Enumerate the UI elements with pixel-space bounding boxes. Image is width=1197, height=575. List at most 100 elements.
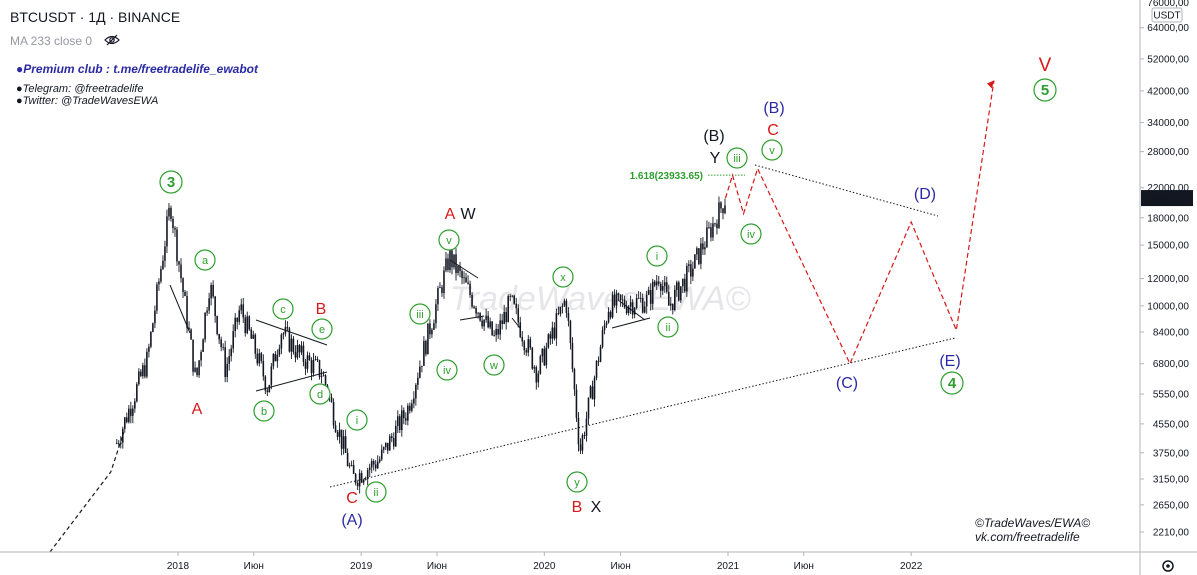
candle-body (348, 465, 351, 467)
candle-body (665, 282, 668, 292)
candle-body (340, 429, 343, 449)
candle-body (539, 356, 542, 374)
candle-body (405, 418, 407, 421)
candle-body (332, 402, 335, 426)
candle-body (272, 353, 275, 367)
candle-body (190, 329, 192, 340)
candle-body (119, 442, 122, 444)
candle-body (260, 353, 263, 361)
candle-body (186, 296, 188, 328)
wave-label-circle (311, 318, 333, 340)
candle-body (525, 350, 528, 353)
candle-body (527, 339, 530, 353)
candle-body (274, 353, 277, 362)
candle-body (411, 403, 413, 411)
candle-body (258, 353, 261, 364)
candle-body (136, 384, 138, 402)
candle-body (248, 316, 251, 330)
wave-label-green: a (202, 255, 209, 267)
candle-body (382, 447, 385, 450)
candle-body (595, 360, 598, 378)
candle-body (575, 389, 578, 418)
candle-body (621, 299, 624, 301)
candle-body (280, 334, 283, 349)
candle-body (204, 312, 206, 340)
symbol-title[interactable]: BTCUSDT · 1Д · BINANCE (10, 9, 181, 25)
price-tick-label: 5550,00 (1153, 390, 1190, 401)
wave-label-circle (194, 249, 216, 271)
candle-body (447, 258, 449, 270)
candle-body (649, 289, 652, 304)
wave-label-black: Y (710, 150, 721, 167)
pattern-line (255, 371, 328, 392)
candle-body (696, 248, 698, 255)
candle-body (246, 316, 249, 334)
time-axis[interactable]: 2018 Июн 2019 Июн 2020 Июн 2021 Июн 2022 (0, 551, 1197, 572)
candle-body (547, 334, 550, 348)
wave-label-circle (726, 147, 748, 169)
candle-body (511, 295, 514, 297)
price-axis[interactable]: 64000,00 52000,00 42000,00 34000,00 28000,00… (1139, 0, 1193, 575)
candle-body (350, 465, 353, 466)
candle-body (210, 284, 212, 299)
time-tick-label: 2020 (533, 561, 556, 572)
candle-body (117, 443, 120, 445)
wave-label-green: w (489, 360, 498, 372)
wave-label-red: B (316, 301, 327, 318)
candle-body (176, 229, 178, 262)
candle-body (419, 366, 421, 378)
candle-body (232, 331, 235, 349)
candle-body (121, 428, 124, 443)
candle-body (682, 278, 684, 287)
wave-label-green: ii (374, 487, 379, 499)
candle-body (184, 291, 186, 297)
candle-body (708, 227, 710, 229)
candle-body (358, 473, 361, 487)
candle-body (196, 367, 198, 376)
wave-label-green: v (769, 145, 775, 157)
candle-body (242, 304, 245, 318)
wave-label-blue: (E) (939, 353, 960, 370)
candle-body (417, 377, 419, 385)
settings-gear-icon[interactable] (1162, 560, 1174, 572)
price-tick-label: 42000,00 (1147, 86, 1189, 97)
wave-label-blue: (C) (836, 375, 858, 392)
candle-body (485, 315, 487, 320)
last-price-badge (1141, 190, 1193, 207)
wave-label-red: C (767, 122, 779, 139)
hide-eye-icon[interactable] (104, 33, 120, 47)
candle-body (597, 360, 600, 362)
candle-body (156, 284, 158, 311)
candle-body (651, 281, 654, 304)
candle-body (543, 348, 546, 366)
wave-label-circle (761, 139, 783, 161)
candle-body (629, 302, 632, 307)
candle-body (115, 443, 118, 444)
wave-label-circle (646, 245, 668, 267)
candle-body (150, 331, 152, 347)
premium-club-link[interactable]: ●Premium club : t.me/freetradelife_ewabo… (16, 62, 258, 76)
wave-label-circle (657, 316, 679, 338)
candle-body (493, 335, 495, 336)
wave-label-green: y (574, 477, 580, 489)
candle-body (320, 376, 323, 377)
candle-body (676, 282, 678, 290)
candle-body (469, 283, 471, 295)
candle-body (674, 289, 676, 311)
candle-body (712, 223, 714, 238)
time-tick-label: Июн (611, 561, 631, 572)
candle-body (296, 345, 299, 358)
ma-indicator-label[interactable]: MA 233 close 0 (10, 34, 93, 48)
time-tick-label: 2022 (900, 561, 923, 572)
wave-label-circle (740, 223, 762, 245)
candle-body (336, 432, 339, 437)
time-tick-label: 2019 (350, 561, 373, 572)
candle-body (224, 347, 226, 378)
price-tick-label: 4550,00 (1153, 419, 1190, 430)
candle-body (669, 303, 672, 306)
candle-body (710, 227, 712, 238)
candle-body (603, 325, 606, 331)
wave-label-circle (365, 481, 387, 503)
candle-body (519, 322, 522, 338)
